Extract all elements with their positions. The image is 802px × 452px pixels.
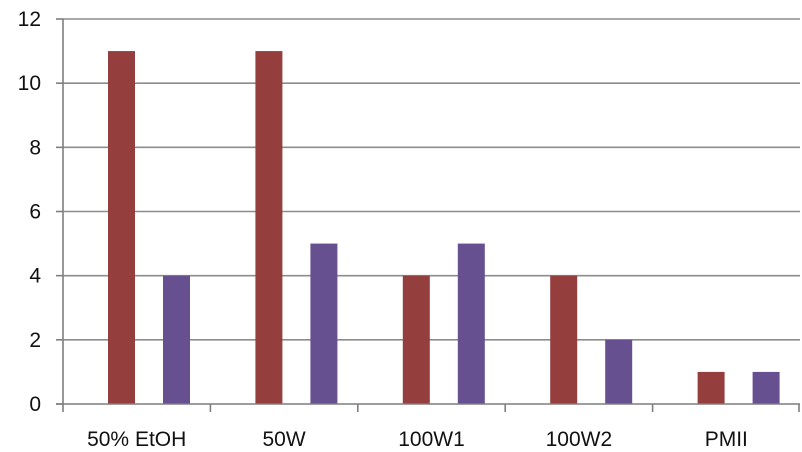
bars xyxy=(108,51,780,404)
y-tick-label-10: 10 xyxy=(18,72,41,95)
y-tick-label-6: 6 xyxy=(29,201,41,224)
x-tick-label-pmii: PMII xyxy=(705,428,748,451)
x-tick-label-50-etoh: 50% EtOH xyxy=(87,428,186,451)
bar-2-pmii xyxy=(752,371,780,404)
x-tick-labels: 50% EtOH 50W 100W1 100W2 PMII xyxy=(87,428,748,451)
axes xyxy=(56,18,800,412)
bar-1-50-etoh xyxy=(108,51,135,404)
bar-2-50-etoh xyxy=(163,275,190,404)
bar-2-50w xyxy=(310,243,338,404)
x-tick-label-50w: 50W xyxy=(263,428,306,451)
x-tick-label-100w2: 100W2 xyxy=(546,428,613,451)
y-tick-label-0: 0 xyxy=(29,393,41,416)
y-tick-label-8: 8 xyxy=(29,136,41,159)
bar-1-50w xyxy=(255,51,283,404)
y-tick-label-4: 4 xyxy=(29,265,41,288)
bar-1-pmii xyxy=(697,371,725,404)
x-tick-label-100w1: 100W1 xyxy=(398,428,465,451)
y-tick-label-2: 2 xyxy=(29,329,41,352)
y-tick-label-12: 12 xyxy=(18,8,41,31)
bar-2-100w1 xyxy=(457,243,485,404)
bar-2-100w2 xyxy=(605,339,633,404)
y-tick-labels: 0 2 4 6 8 10 12 xyxy=(18,8,42,416)
bar-1-100w2 xyxy=(550,275,578,404)
bar-1-100w1 xyxy=(402,275,430,404)
